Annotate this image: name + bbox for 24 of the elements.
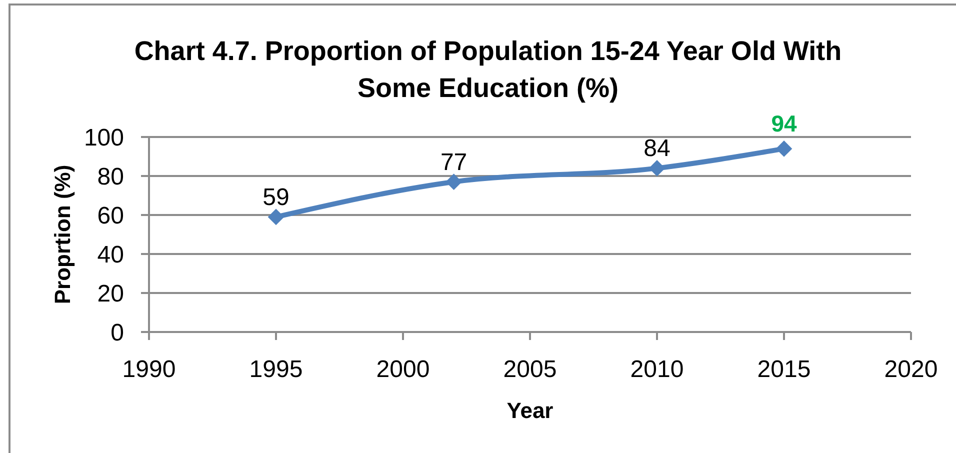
- x-tick-label: 2020: [884, 356, 938, 383]
- y-tick-label: 100: [84, 124, 124, 152]
- data-label: 77: [440, 148, 468, 176]
- y-tick-label: 0: [110, 319, 124, 346]
- y-axis-title: Proprtion (%): [50, 164, 75, 304]
- x-tick-label: 2000: [376, 356, 430, 383]
- annotation: 94: [771, 110, 797, 137]
- x-tick-label: 2015: [757, 356, 811, 383]
- point: [648, 160, 666, 176]
- data-label: 84: [644, 135, 670, 162]
- x-tick-label: 2010: [630, 356, 684, 383]
- y-tick-label: 60: [97, 202, 124, 230]
- point: [446, 174, 462, 190]
- y-tick-label: 20: [97, 280, 124, 308]
- data-label: 59: [262, 184, 290, 211]
- x-tick-label: 1990: [122, 356, 176, 383]
- x-tick-label: 1995: [249, 356, 303, 383]
- x-axis-title: Year: [506, 398, 554, 423]
- x-tick-label: 2005: [503, 356, 557, 383]
- point: [268, 208, 284, 226]
- point: [776, 140, 792, 157]
- chart-title: Chart 4.7. Proportion of Population 15-24 Year Old With Some Education (%): [134, 36, 842, 103]
- y-tick-label: 40: [97, 241, 124, 268]
- y-tick-label: 80: [97, 163, 124, 190]
